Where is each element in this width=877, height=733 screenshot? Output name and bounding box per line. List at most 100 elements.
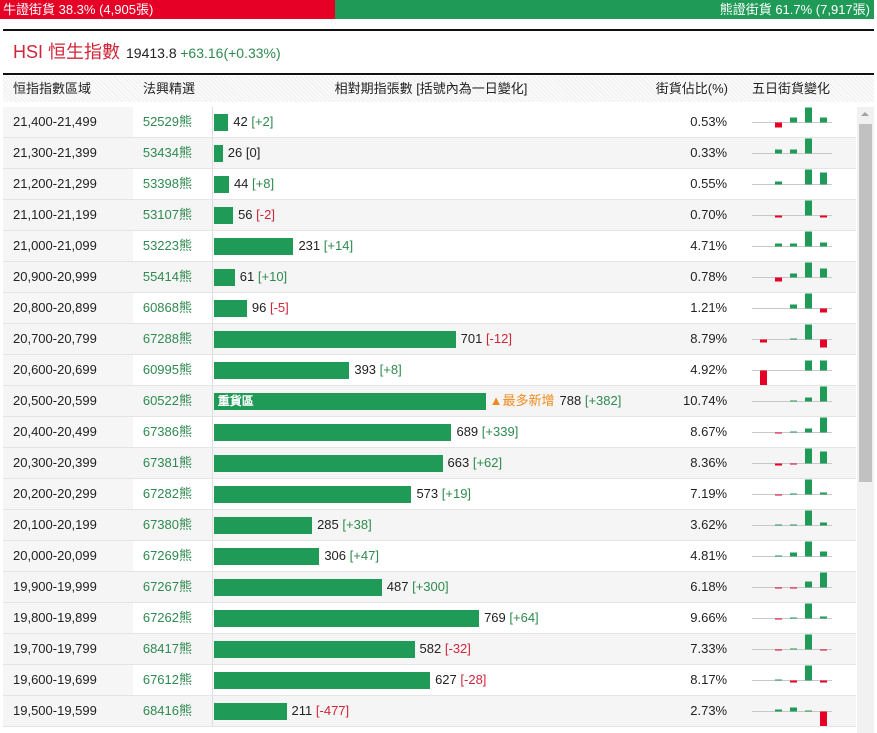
contracts-cell: 627 [-28] <box>211 665 649 695</box>
contracts-bar <box>213 237 294 255</box>
count-value: 44 <box>233 176 249 191</box>
warrant-code-link[interactable]: 67267熊 <box>142 579 192 594</box>
warrant-code-link[interactable]: 68417熊 <box>142 641 192 656</box>
contracts-bar <box>213 671 431 689</box>
daily-change: [+382] <box>584 393 622 408</box>
sparkline-bar <box>790 273 797 278</box>
sparkline-bar <box>775 277 782 282</box>
sparkline-bar <box>805 397 812 402</box>
warrant-code-link[interactable]: 55414熊 <box>142 269 192 284</box>
scroll-up-arrow-icon[interactable] <box>861 112 869 116</box>
table-row: 21,100-21,199 53107熊 56 [-2] 0.70% <box>3 200 856 231</box>
contracts-count: 769 [+64] <box>484 603 539 633</box>
header-share: 街貨佔比(%) <box>655 81 728 96</box>
sparkline-bar <box>775 243 782 247</box>
warrant-code-link[interactable]: 53398熊 <box>142 176 192 191</box>
warrant-code-link[interactable]: 67380熊 <box>142 517 192 532</box>
contracts-bar <box>213 144 223 162</box>
count-value: 627 <box>435 672 457 687</box>
share-pct: 0.53% <box>690 114 728 129</box>
count-value: 42 <box>233 114 248 129</box>
contracts-cell: 231 [+14] <box>211 231 649 261</box>
sparkline-bar <box>820 339 827 348</box>
contracts-count: 573 [+19] <box>416 479 471 509</box>
sparkline-bar <box>820 386 827 402</box>
contracts-bar <box>213 547 320 565</box>
share-pct: 1.21% <box>690 300 728 315</box>
warrant-code-link[interactable]: 53434熊 <box>142 145 192 160</box>
contracts-bar <box>213 423 452 441</box>
sparkline-bar <box>805 428 812 433</box>
contracts-count: 306 [+47] <box>324 541 379 571</box>
sparkline-bar <box>790 117 797 123</box>
warrant-code-link[interactable]: 52529熊 <box>142 114 192 129</box>
table-row: 20,500-20,599 60522熊 重貨區 ▲最多新增 788 [+382… <box>3 386 856 417</box>
sparkline-bar <box>790 680 797 683</box>
warrant-code-link[interactable]: 67381熊 <box>142 455 192 470</box>
contracts-bar <box>213 454 443 472</box>
sparkline-bar <box>775 122 782 128</box>
warrant-code-link[interactable]: 67386熊 <box>142 424 192 439</box>
five-day-sparkline <box>752 572 832 589</box>
daily-change: [+14] <box>323 238 354 253</box>
five-day-sparkline <box>752 107 832 128</box>
contracts-count: 701 [-12] <box>461 324 512 354</box>
scrollbar[interactable] <box>857 107 874 733</box>
warrant-code-link[interactable]: 60522熊 <box>142 393 192 408</box>
warrant-code-link[interactable]: 67288熊 <box>142 331 192 346</box>
sparkline-bar <box>775 215 782 218</box>
range-cell: 20,200-20,299 <box>3 479 133 509</box>
index-name: HSI 恒生指數 <box>13 42 121 62</box>
warrant-code-link[interactable]: 67612熊 <box>142 672 192 687</box>
contracts-bar <box>213 609 480 627</box>
table-row: 21,200-21,299 53398熊 44 [+8] 0.55% <box>3 169 856 200</box>
count-value: 582 <box>419 641 442 656</box>
share-pct: 0.33% <box>690 145 728 160</box>
sparkline-bar <box>805 107 812 123</box>
sparkline-bar <box>805 603 812 619</box>
share-pct: 8.36% <box>690 455 728 470</box>
table-row: 19,800-19,899 67262熊 769 [+64] 9.66% <box>3 603 856 634</box>
sparkline-bar <box>805 169 812 185</box>
sparkline-bar <box>775 463 782 466</box>
contracts-count: 44 [+8] <box>234 169 274 199</box>
header-five-day: 五日街貨變化 <box>752 81 831 96</box>
contracts-cell: 689 [+339] <box>211 417 649 447</box>
sparkline-bar <box>790 524 797 526</box>
table-row: 20,800-20,899 60868熊 96 [-5] 1.21% <box>3 293 856 324</box>
contracts-bar <box>213 113 229 131</box>
daily-change: [-28] <box>460 672 487 687</box>
warrant-code-link[interactable]: 67282熊 <box>142 486 192 501</box>
warrant-code-link[interactable]: 53107熊 <box>142 207 192 222</box>
count-value: 61 <box>239 269 255 284</box>
warrant-code-link[interactable]: 68416熊 <box>142 703 192 718</box>
sparkline-bar <box>760 370 767 385</box>
warrant-code-link[interactable]: 60868熊 <box>142 300 192 315</box>
sparkline-bar <box>775 181 782 185</box>
warrant-code-link[interactable]: 67262熊 <box>142 610 192 625</box>
sparkline-bar <box>790 493 797 495</box>
sparkline-bar <box>820 268 827 278</box>
warrant-code-link[interactable]: 60995熊 <box>142 362 192 377</box>
count-value: 26 <box>227 145 243 160</box>
range-cell: 20,700-20,799 <box>13 331 97 346</box>
scrollbar-thumb[interactable] <box>859 124 872 482</box>
five-day-sparkline <box>752 417 832 434</box>
warrant-code-link[interactable]: 67269熊 <box>142 548 192 563</box>
sparkline-bar <box>790 431 797 433</box>
count-value: 788 <box>559 393 582 408</box>
range-cell: 19,700-19,799 <box>13 641 97 656</box>
five-day-sparkline <box>752 479 832 496</box>
range-cell: 20,000-20,099 <box>3 541 133 571</box>
sparkline-bar <box>775 618 782 620</box>
sparkline-bar <box>820 680 827 683</box>
contracts-cell: 306 [+47] <box>211 541 649 571</box>
contracts-count: 231 [+14] <box>298 231 353 261</box>
count-value: 689 <box>456 424 479 439</box>
sparkline-bar <box>775 555 782 557</box>
share-pct: 4.71% <box>690 238 728 253</box>
warrant-code-link[interactable]: 53223熊 <box>142 238 192 253</box>
table-row: 19,900-19,999 67267熊 487 [+300] 6.18% <box>3 572 856 603</box>
sparkline-bar <box>805 510 812 526</box>
count-value: 231 <box>298 238 321 253</box>
